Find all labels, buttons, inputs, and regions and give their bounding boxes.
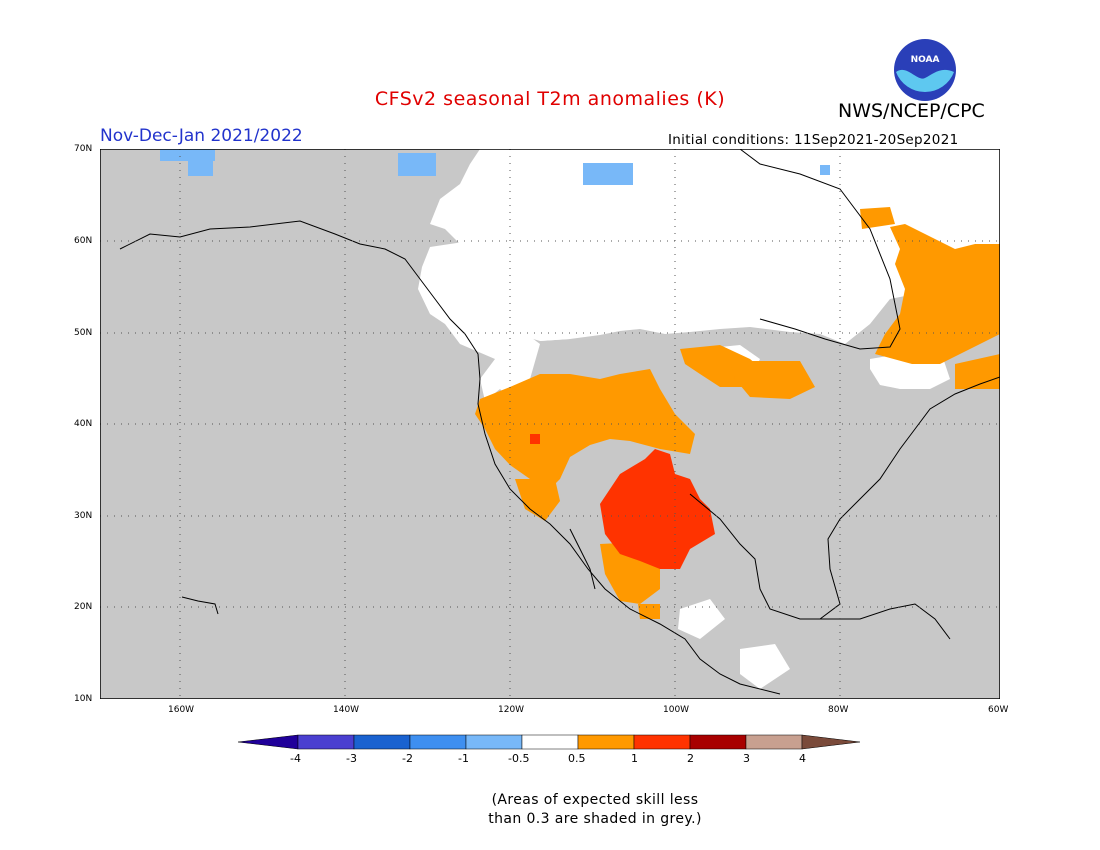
lon-label-60w: 60W (988, 705, 1009, 715)
colorbar-segment (633, 734, 691, 750)
lat-label-40n: 40N (74, 419, 93, 429)
chart-title: CFSv2 seasonal T2m anomalies (K) (374, 88, 726, 110)
colorbar-segment (409, 734, 467, 750)
lat-label-70n: 70N (74, 144, 93, 154)
colorbar-label: -2 (402, 752, 413, 765)
warm-anomaly-regions (530, 434, 715, 569)
colorbar-segment (465, 734, 523, 750)
colorbar-label: 1 (631, 752, 638, 765)
colorbar-label: 3 (743, 752, 750, 765)
lon-label-160w: 160W (168, 705, 195, 715)
colorbar-segment (577, 734, 635, 750)
noaa-logo-icon: NOAA (894, 39, 956, 101)
lon-label-100w: 100W (663, 705, 690, 715)
lon-label-120w: 120W (498, 705, 525, 715)
colorbar-label: -3 (346, 752, 357, 765)
lat-label-60n: 60N (74, 236, 93, 246)
colorbar-label: 4 (799, 752, 806, 765)
colorbar-label: 2 (687, 752, 694, 765)
skill-note-line-2: than 0.3 are shaded in grey.) (488, 811, 702, 827)
colorbar-label: -0.5 (508, 752, 530, 765)
lat-label-50n: 50N (74, 328, 93, 338)
colorbar-segment (745, 734, 803, 750)
forecast-period: Nov-Dec-Jan 2021/2022 (100, 126, 303, 146)
colorbar-label: 0.5 (568, 752, 586, 765)
lat-label-10n: 10N (74, 694, 93, 704)
colorbar-segment (521, 734, 579, 750)
organization-label: NWS/NCEP/CPC (838, 100, 985, 122)
logo-text: NOAA (911, 55, 940, 65)
lon-label-80w: 80W (828, 705, 849, 715)
colorbar (238, 734, 861, 750)
colorbar-label: -1 (458, 752, 469, 765)
below-normal-regions (160, 149, 830, 185)
colorbar-segment (353, 734, 411, 750)
graticule (100, 149, 1000, 699)
initial-conditions: Initial conditions: 11Sep2021-20Sep2021 (668, 132, 959, 148)
skill-note-line-1: (Areas of expected skill less (491, 792, 699, 808)
colorbar-lower-arrow (238, 734, 299, 750)
coastlines (119, 149, 1000, 695)
colorbar-segment (297, 734, 355, 750)
colorbar-label: -4 (290, 752, 301, 765)
colorbar-segment (689, 734, 747, 750)
anomaly-map (100, 149, 1000, 699)
lat-label-20n: 20N (74, 602, 93, 612)
colorbar-upper-arrow (801, 734, 861, 750)
above-normal-regions (475, 207, 1000, 619)
lat-label-30n: 30N (74, 511, 93, 521)
lon-label-140w: 140W (333, 705, 360, 715)
